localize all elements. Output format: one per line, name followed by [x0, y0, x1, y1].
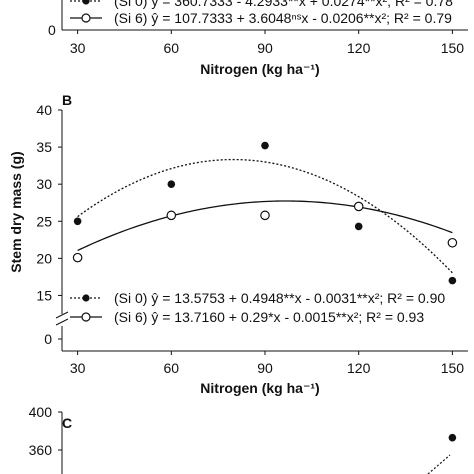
panel-b-legend-si0-label: (Si 0) ŷ = 13.5753 + 0.4948**x - 0.0031*… [114, 290, 445, 306]
panel-b-y-tick-label: 0 [44, 331, 52, 347]
panel-b-point-si6 [166, 210, 177, 221]
panel-b-x-tick-label: 150 [441, 360, 465, 376]
panel-b-y-ticks: 0 15 20 25 30 35 40 [36, 102, 62, 347]
panel-b-x-axis-title: Nitrogen (kg ha⁻¹) [200, 380, 319, 396]
panel-b-label: B [62, 92, 72, 108]
panel-a-x-ticks: 30 60 90 120 150 [70, 30, 464, 56]
panel-b-fit-curves [77, 158, 453, 274]
panel-b-x-ticks: 30 60 90 120 150 [70, 351, 464, 376]
panel-b-y-tick-label: 15 [36, 287, 52, 303]
panel-b-points [72, 141, 458, 285]
panel-b-legend-si6-marker [81, 312, 91, 322]
panel-a-x-tick-label: 150 [441, 40, 465, 56]
panel-b-y-tick-label: 35 [36, 139, 52, 155]
panel-a-legend-si0-label: (Si 0) ŷ = 360.7333 - 4.2933**x + 0.0274… [114, 0, 453, 9]
panel-b-point-si0 [354, 222, 363, 231]
panel-a-x-tick-label: 60 [164, 40, 180, 56]
panel-a-y-tick-label: 0 [48, 22, 56, 38]
panel-b-legend-si6-label: (Si 6) ŷ = 13.7160 + 0.29*x - 0.0015**x²… [114, 309, 424, 325]
panel-c-y-tick-label: 360 [29, 442, 53, 458]
panel-b-x-tick-label: 60 [164, 360, 180, 376]
panel-b-fit-curve-si6 [77, 200, 453, 252]
panel-b-point-si6 [353, 201, 364, 212]
panel-b: B Stem dry mass (g) 0 15 20 25 30 35 40 30 60 90… [8, 92, 468, 396]
panel-c-fit-line [427, 454, 451, 474]
panel-b-point-si6 [72, 252, 83, 263]
panel-b-y-axis-title: Stem dry mass (g) [8, 151, 24, 272]
panel-c-point-si0 [448, 433, 457, 442]
panel-b-y-tick-label: 25 [36, 213, 52, 229]
panel-c: C 400360320 [29, 404, 457, 474]
panel-c-points [448, 433, 457, 442]
panel-a-legend-si6-label: (Si 6) ŷ = 107.7333 + 3.6048ⁿˢx - 0.0206… [114, 10, 452, 26]
panel-b-y-tick-label: 20 [36, 250, 52, 266]
panel-b-point-si0 [73, 217, 82, 226]
panel-b-fit-curve-si0 [77, 158, 453, 274]
panel-a-x-tick-label: 30 [70, 40, 86, 56]
panel-b-axis-break [55, 311, 69, 326]
panel-a-legend: (Si 0) ŷ = 360.7333 - 4.2933**x + 0.0274… [70, 0, 453, 26]
panel-b-x-tick-label: 120 [347, 360, 371, 376]
panel-b-point-si6 [260, 210, 270, 221]
panel-a-x-tick-label: 90 [257, 40, 273, 56]
panel-b-point-si0 [448, 276, 457, 285]
panel-b-y-tick-label: 30 [36, 176, 52, 192]
panel-a-legend-si0-marker [82, 0, 90, 5]
panel-b-point-si0 [167, 180, 176, 188]
panel-c-label: C [62, 415, 72, 431]
panel-b-x-tick-label: 90 [257, 360, 273, 376]
panel-a-x-axis-title: Nitrogen (kg ha⁻¹) [200, 61, 319, 77]
panel-b-point-si0 [261, 141, 269, 150]
panel-a: 0 (Si 0) ŷ = 360.7333 - 4.2933**x + 0.02… [48, 0, 468, 77]
panel-c-y-tick-label: 400 [29, 404, 53, 420]
panel-b-legend: (Si 0) ŷ = 13.5753 + 0.4948**x - 0.0031*… [70, 290, 445, 325]
panel-a-legend-si6-marker [81, 13, 91, 23]
panel-b-y-tick-label: 40 [36, 102, 52, 118]
panel-a-x-tick-label: 120 [347, 40, 371, 56]
panel-b-legend-si0-marker [82, 294, 90, 302]
panel-c-y-ticks: 400360320 [29, 404, 62, 458]
panel-b-point-si6 [447, 237, 458, 248]
panel-b-x-tick-label: 30 [70, 360, 86, 376]
